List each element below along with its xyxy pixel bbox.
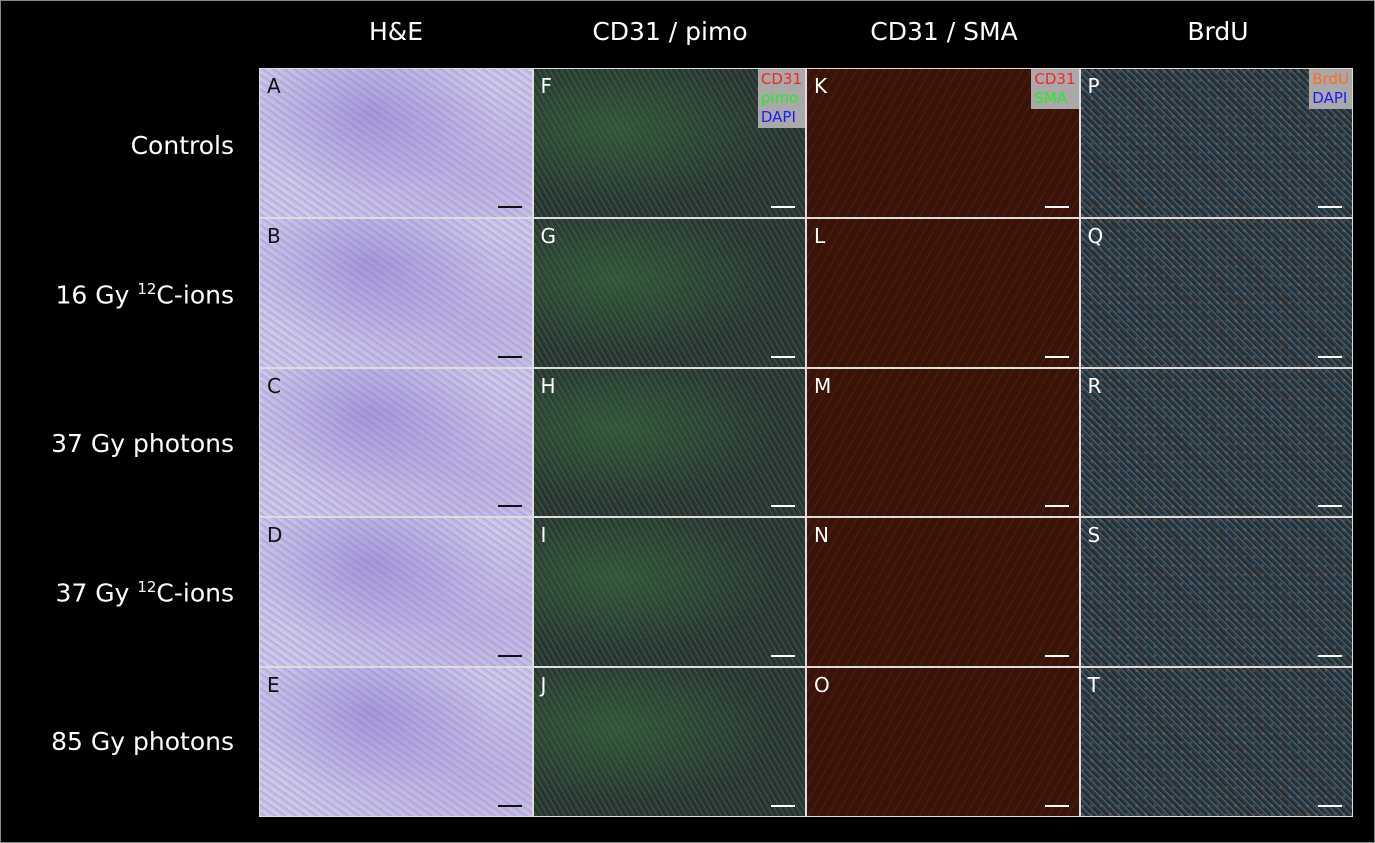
stain-legend: CD31 SMA <box>1031 69 1079 109</box>
scale-bar <box>771 655 795 658</box>
panel-letter: R <box>1087 373 1102 398</box>
panel-letter: L <box>814 223 826 248</box>
micrograph-panel-H: H <box>533 368 805 517</box>
scale-bar <box>771 355 795 358</box>
stain-legend: CD31 pimo DAPI <box>757 69 805 128</box>
micrograph-panel-Q: Q <box>1080 218 1352 367</box>
micrograph-panel-G: G <box>533 218 805 367</box>
micrograph-panel-P: P BrdU DAPI <box>1080 69 1352 217</box>
panel-letter: M <box>814 373 832 398</box>
panel-letter: E <box>267 673 280 698</box>
scale-bar <box>771 205 795 208</box>
scale-bar <box>497 355 522 358</box>
micrograph-panel-D: D <box>260 518 532 667</box>
panel-letter: D <box>267 523 283 548</box>
scale-bar <box>1318 355 1342 358</box>
column-header-cd31-sma: CD31 / SMA <box>870 17 1018 46</box>
legend-entry: BrdU <box>1312 70 1349 88</box>
row-label: Controls <box>130 131 234 160</box>
row-label: 37 Gy 12C-ions <box>55 578 234 608</box>
panel-letter: P <box>1087 74 1100 98</box>
panel-letter: C <box>267 373 281 398</box>
scale-bar <box>771 805 795 807</box>
panel-letter: N <box>814 523 829 548</box>
micrograph-panel-N: N <box>807 518 1079 667</box>
scale-bar <box>1318 805 1342 807</box>
scale-bar <box>1044 355 1069 358</box>
scale-bar <box>1044 505 1069 508</box>
panel-letter: G <box>540 223 557 248</box>
scale-bar <box>1044 205 1069 208</box>
micrograph-panel-T: T <box>1080 668 1352 816</box>
micrograph-panel-S: S <box>1080 518 1352 667</box>
panel-letter: H <box>540 373 556 398</box>
panel-letter: T <box>1087 673 1100 698</box>
stain-legend: BrdU DAPI <box>1309 69 1352 109</box>
panel-letter: F <box>540 74 553 98</box>
scale-bar <box>497 505 522 508</box>
panel-letter: S <box>1087 523 1101 548</box>
scale-bar <box>497 655 522 658</box>
scale-bar <box>1044 805 1069 807</box>
panel-letter: O <box>814 673 830 698</box>
row-label: 37 Gy photons <box>51 429 234 458</box>
micrograph-panel-L: L <box>807 218 1079 367</box>
row-label: 16 Gy 12C-ions <box>55 280 234 310</box>
legend-entry: pimo <box>760 89 799 107</box>
micrograph-panel-I: I <box>533 518 805 667</box>
scale-bar <box>1318 655 1342 658</box>
legend-entry: SMA <box>1034 89 1068 107</box>
scale-bar <box>771 505 795 508</box>
column-header-brdu: BrdU <box>1187 17 1249 46</box>
micrograph-panel-M: M <box>807 368 1079 517</box>
panel-grid: A F CD31 pimo DAPI K CD31 SMA P BrdU DAPI B G L Q C H M R D… <box>259 68 1353 817</box>
legend-entry: CD31 <box>1034 70 1076 88</box>
micrograph-panel-B: B <box>260 218 532 367</box>
panel-letter: I <box>540 523 547 548</box>
scale-bar <box>497 205 522 208</box>
panel-letter: Q <box>1087 223 1104 248</box>
micrograph-panel-A: A <box>260 69 532 217</box>
micrograph-panel-K: K CD31 SMA <box>807 69 1079 217</box>
panel-letter: B <box>267 223 281 248</box>
scale-bar <box>1044 655 1069 658</box>
micrograph-panel-E: E <box>260 668 532 816</box>
scale-bar <box>1318 505 1342 508</box>
scale-bar <box>1318 205 1342 208</box>
legend-entry: DAPI <box>1312 89 1348 107</box>
panel-letter: A <box>267 74 281 98</box>
micrograph-panel-O: O <box>807 668 1079 816</box>
micrograph-panel-F: F CD31 pimo DAPI <box>533 69 805 217</box>
micrograph-panel-J: J <box>533 668 805 816</box>
column-header-cd31-pimo: CD31 / pimo <box>592 17 748 46</box>
legend-entry: CD31 <box>760 70 802 88</box>
legend-entry: DAPI <box>760 108 796 126</box>
panel-letter: K <box>814 74 828 98</box>
scale-bar <box>497 805 522 807</box>
micrograph-panel-R: R <box>1080 368 1352 517</box>
column-header-he: H&E <box>368 17 424 46</box>
row-label: 85 Gy photons <box>51 727 234 756</box>
micrograph-panel-C: C <box>260 368 532 517</box>
panel-letter: J <box>540 673 547 698</box>
